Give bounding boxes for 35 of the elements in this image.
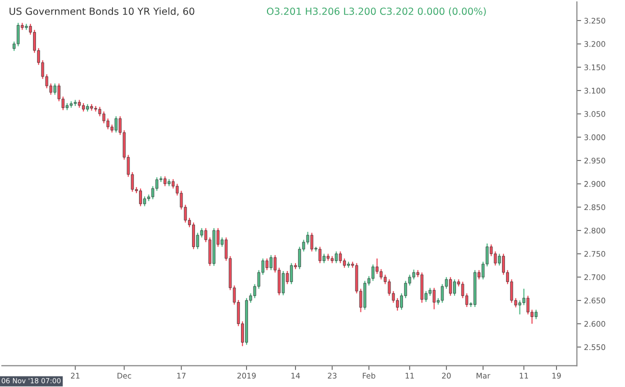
candlestick — [164, 176, 166, 187]
candlestick — [334, 250, 338, 264]
candlestick — [306, 231, 310, 246]
candlestick — [270, 254, 272, 271]
candlestick — [98, 106, 102, 117]
candlestick — [290, 262, 293, 285]
candlestick — [282, 270, 285, 296]
candlestick — [453, 278, 456, 296]
chart-title: US Government Bonds 10 YR Yield, 60 — [10, 7, 194, 16]
candlestick — [449, 276, 452, 296]
candlestick — [494, 250, 497, 266]
candlestick — [322, 253, 326, 264]
candlestick — [518, 300, 522, 315]
annotation: O3.201 H3.206 L3.200 C3.202 0.000 (0.00%) — [266, 7, 486, 16]
candlestick — [338, 250, 342, 264]
candlestick — [172, 178, 175, 190]
candlestick — [266, 258, 268, 271]
candlestick — [388, 278, 391, 296]
candlestick — [310, 232, 314, 252]
candlestick — [372, 264, 374, 282]
candlestick — [139, 188, 142, 207]
candlestick — [106, 118, 110, 130]
candlestick — [534, 309, 538, 320]
candlestick — [298, 246, 302, 270]
candlestick — [412, 269, 416, 280]
candlestick — [16, 22, 20, 47]
candlestick — [192, 222, 195, 250]
candlestick — [318, 246, 322, 264]
candlestick — [53, 82, 56, 96]
candlestick — [432, 287, 436, 310]
candlestick — [342, 258, 346, 268]
candlestick — [380, 268, 383, 280]
candlestick — [114, 116, 118, 134]
candlestick — [102, 110, 106, 124]
candlestick — [526, 295, 530, 315]
